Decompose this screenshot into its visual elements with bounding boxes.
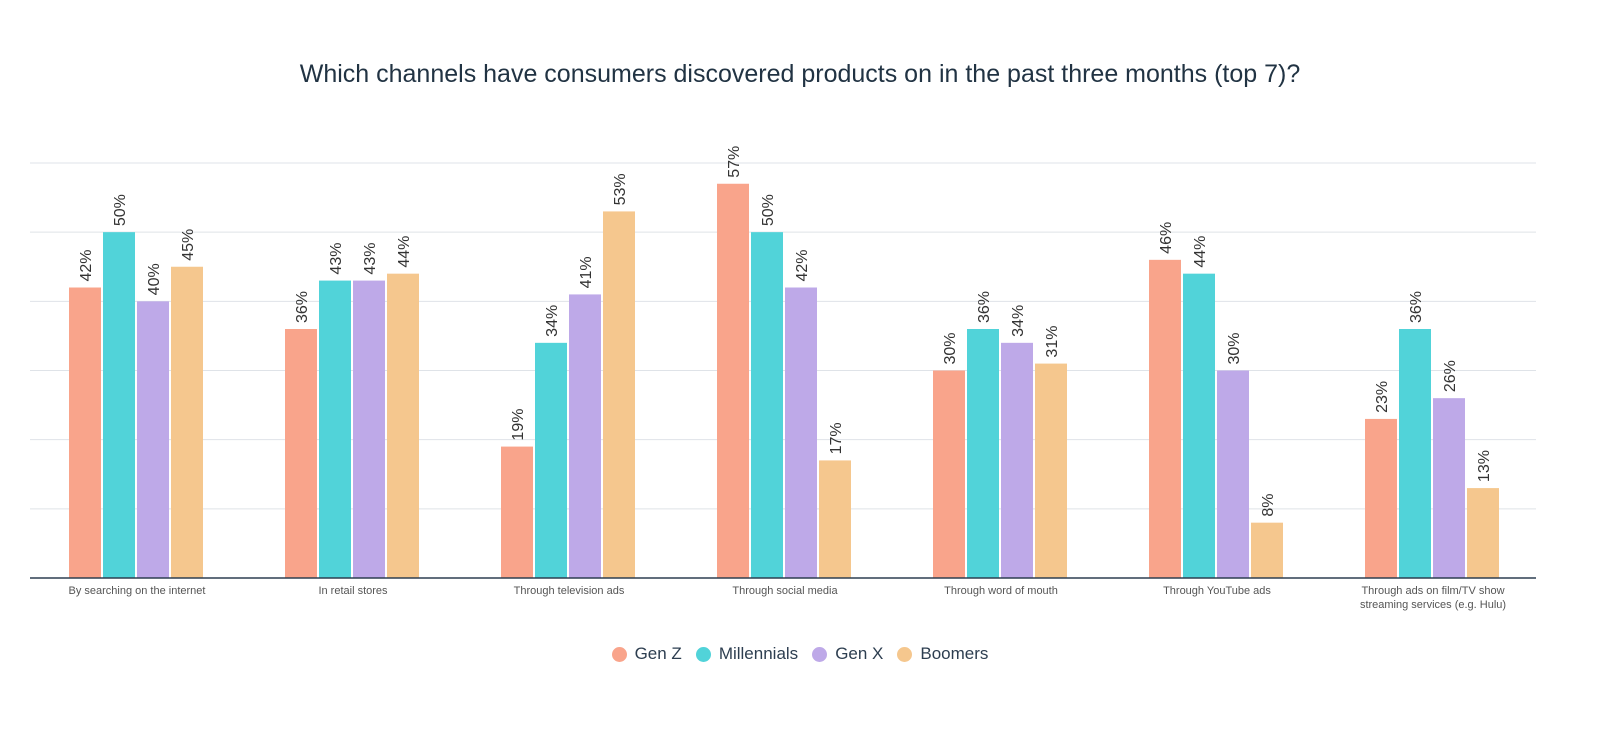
legend-label: Millennials (718, 644, 799, 663)
data-label: 53% (612, 173, 629, 205)
data-label: 44% (1192, 236, 1209, 268)
data-label: 31% (1044, 326, 1061, 358)
x-tick-label: Through ads on film/TV show (1361, 585, 1504, 597)
bar (751, 232, 783, 578)
data-label: 43% (328, 243, 345, 275)
x-tick-label: Through television ads (514, 585, 625, 597)
legend-label: Boomers (920, 644, 989, 663)
x-tick-label: Through YouTube ads (1163, 585, 1271, 597)
legend-swatch (611, 646, 627, 662)
bar (819, 460, 851, 578)
data-label: 30% (1226, 332, 1243, 364)
data-label: 45% (180, 229, 197, 261)
x-tick-label: In retail stores (318, 585, 388, 597)
bar (1399, 329, 1431, 578)
data-label: 43% (362, 243, 379, 275)
legend-label: Gen X (835, 644, 884, 663)
bar (785, 287, 817, 578)
bar (319, 280, 351, 578)
chart-title: Which channels have consumers discovered… (299, 60, 1301, 88)
data-label: 50% (112, 194, 129, 226)
x-tick-label: Through word of mouth (944, 585, 1058, 597)
bar (501, 446, 533, 578)
legend-item: Boomers (897, 644, 988, 664)
data-label: 36% (294, 291, 311, 323)
data-label: 34% (544, 305, 561, 337)
bar (933, 370, 965, 578)
bar (1149, 259, 1181, 578)
data-label: 19% (510, 409, 527, 441)
legend-item: Millennials (695, 644, 799, 664)
bar (353, 280, 385, 578)
bar (103, 232, 135, 578)
bar (717, 183, 749, 578)
bar (171, 266, 203, 578)
data-label: 44% (396, 236, 413, 268)
x-tick-label: Through social media (732, 585, 838, 597)
bar (569, 294, 601, 578)
data-label: 23% (1374, 381, 1391, 413)
data-label: 26% (1442, 360, 1459, 392)
data-label: 41% (578, 256, 595, 288)
bar (1433, 398, 1465, 578)
data-label: 46% (1158, 222, 1175, 254)
legend-item: Gen X (812, 644, 883, 664)
bar (603, 211, 635, 578)
legend-label: Gen Z (634, 644, 682, 663)
legend-swatch (897, 646, 913, 662)
legend: Gen Z Millennials Gen X Boomers (0, 644, 1600, 664)
bar (1217, 370, 1249, 578)
bar (1467, 488, 1499, 578)
bar (535, 342, 567, 578)
data-label: 8% (1260, 494, 1277, 517)
bar (1365, 418, 1397, 578)
bar (1183, 273, 1215, 578)
data-label: 34% (1010, 305, 1027, 337)
data-label: 36% (1408, 291, 1425, 323)
bar (1251, 522, 1283, 578)
data-label: 50% (760, 194, 777, 226)
bar (387, 273, 419, 578)
x-tick-label: streaming services (e.g. Hulu) (1360, 599, 1506, 611)
data-label: 13% (1476, 450, 1493, 482)
data-label: 42% (78, 249, 95, 281)
data-label: 36% (976, 291, 993, 323)
data-label: 57% (726, 146, 743, 178)
bar (137, 301, 169, 578)
data-label: 17% (828, 422, 845, 454)
bar (1001, 342, 1033, 578)
x-tick-label: By searching on the internet (69, 585, 206, 597)
legend-item: Gen Z (611, 644, 682, 664)
legend-swatch (695, 646, 711, 662)
data-label: 40% (146, 263, 163, 295)
bar (69, 287, 101, 578)
data-label: 42% (794, 249, 811, 281)
bar (285, 329, 317, 578)
data-label: 30% (942, 332, 959, 364)
bar (1035, 363, 1067, 578)
legend-swatch (812, 646, 828, 662)
bar (967, 329, 999, 578)
